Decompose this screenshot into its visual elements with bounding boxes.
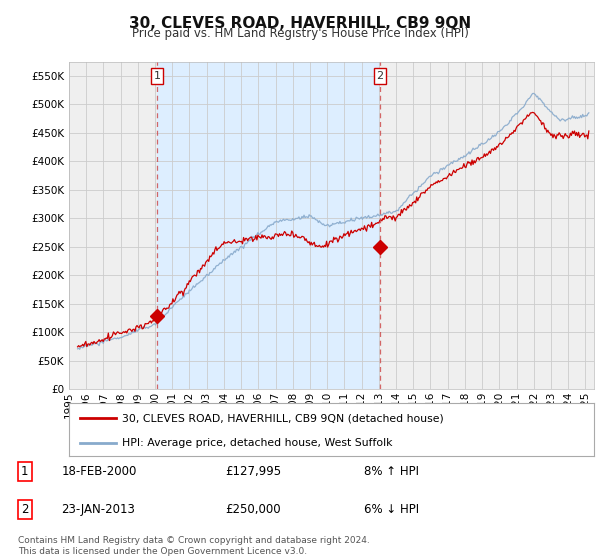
Text: 30, CLEVES ROAD, HAVERHILL, CB9 9QN: 30, CLEVES ROAD, HAVERHILL, CB9 9QN xyxy=(129,16,471,31)
Text: 1: 1 xyxy=(154,71,161,81)
Text: HPI: Average price, detached house, West Suffolk: HPI: Average price, detached house, West… xyxy=(121,438,392,448)
Text: £127,995: £127,995 xyxy=(226,465,281,478)
Text: 30, CLEVES ROAD, HAVERHILL, CB9 9QN (detached house): 30, CLEVES ROAD, HAVERHILL, CB9 9QN (det… xyxy=(121,413,443,423)
Text: 6% ↓ HPI: 6% ↓ HPI xyxy=(364,503,419,516)
Text: Price paid vs. HM Land Registry's House Price Index (HPI): Price paid vs. HM Land Registry's House … xyxy=(131,27,469,40)
Text: 18-FEB-2000: 18-FEB-2000 xyxy=(61,465,137,478)
Bar xyxy=(157,62,380,389)
Text: 1: 1 xyxy=(21,465,29,478)
Text: 2: 2 xyxy=(376,71,383,81)
Text: 2: 2 xyxy=(21,503,29,516)
Text: £250,000: £250,000 xyxy=(226,503,281,516)
Text: Contains HM Land Registry data © Crown copyright and database right 2024.
This d: Contains HM Land Registry data © Crown c… xyxy=(18,536,370,556)
Text: 8% ↑ HPI: 8% ↑ HPI xyxy=(364,465,419,478)
Text: 23-JAN-2013: 23-JAN-2013 xyxy=(61,503,135,516)
